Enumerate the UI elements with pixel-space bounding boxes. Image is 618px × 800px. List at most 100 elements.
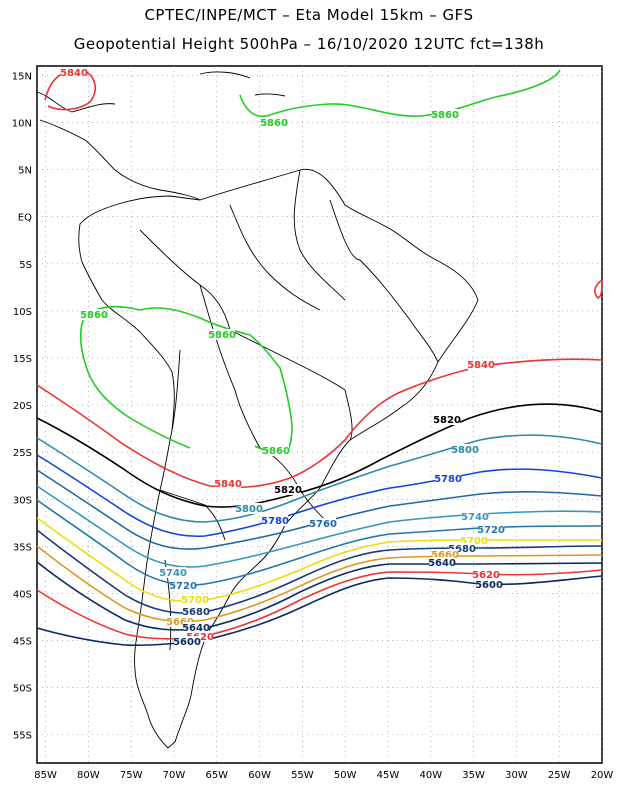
contour-label: 5800 [451, 445, 479, 456]
contour-5840 [44, 69, 96, 111]
contour-label: 5620 [186, 632, 214, 643]
border-10 [329, 199, 361, 261]
lon-tick-label: 65W [205, 770, 228, 781]
lat-tick-label: 10N [12, 119, 32, 130]
contour-label: 5840 [214, 479, 242, 490]
contour-label-background [432, 109, 458, 120]
caribbean-island [199, 71, 251, 79]
south-america-coast [78, 168, 479, 749]
lat-tick-label: 5S [19, 260, 32, 271]
lat-tick-label: 35S [13, 542, 32, 553]
lat-tick-label: 20S [13, 401, 32, 412]
contour-label-background [310, 518, 336, 529]
central-america-north [36, 91, 116, 113]
map-subtitle: Geopotential Height 500hPa – 16/10/2020 … [73, 35, 545, 53]
lon-tick-label: 75W [120, 770, 143, 781]
contour-5660 [36, 545, 603, 623]
graticule: 15N 10N 5N EQ 5S 10S 15S 20S 25S 30S 35S 40S 45S 50S 5… [12, 66, 614, 781]
contour-label-background [478, 524, 504, 535]
contour-label: 5740 [461, 512, 489, 523]
contour-5860 [239, 69, 561, 117]
contour-label: 5680 [182, 607, 210, 618]
border-9 [359, 259, 439, 363]
contour-5800 [36, 434, 603, 523]
contour-label: 5720 [477, 525, 505, 536]
contour-5640 [36, 561, 603, 631]
contour-label: 5820 [274, 485, 302, 496]
lon-tick-label: 60W [248, 770, 271, 781]
contour-label-background [261, 117, 287, 128]
border-11 [159, 489, 226, 541]
contour-label: 5740 [159, 568, 187, 579]
lon-tick-label: 70W [163, 770, 186, 781]
contour-label-background [160, 567, 186, 578]
contour-label-background [236, 503, 262, 514]
contour-label-background [434, 414, 460, 425]
contour-label-background [183, 622, 209, 633]
contour-label: 5800 [235, 504, 263, 515]
contour-label: 5840 [467, 360, 495, 371]
contour-label-background [461, 535, 487, 546]
contour-labels: 5860 5860 5860 5860 5860 5840 5840 5840 5820 5820… [60, 67, 505, 648]
central-america-coast [39, 119, 201, 201]
lat-tick-label: 55S [13, 731, 32, 742]
contour-label-background [183, 606, 209, 617]
contour-label: 5860 [208, 330, 236, 341]
contour-label: 5760 [309, 519, 337, 530]
contour-label: 5660 [166, 617, 194, 628]
lon-tick-label: 45W [377, 770, 400, 781]
lon-tick-label: 20W [591, 770, 614, 781]
contour-label: 5860 [260, 118, 288, 129]
contour-label-background [215, 478, 241, 489]
contour-label-background [275, 484, 301, 495]
contour-label: 5720 [169, 581, 197, 592]
contour-label-background [452, 444, 478, 455]
lat-tick-label: 45S [13, 637, 32, 648]
lat-tick-label: 25S [13, 448, 32, 459]
contour-label: 5680 [448, 544, 476, 555]
contour-label: 5780 [434, 474, 462, 485]
border-2 [229, 204, 321, 311]
contour-label-background [435, 473, 461, 484]
contour-label-background [429, 557, 455, 568]
contour-label: 5700 [460, 536, 488, 547]
lat-tick-label: 10S [13, 307, 32, 318]
border-1 [293, 169, 346, 301]
contour-label-background [468, 359, 494, 370]
contour-label: 5600 [173, 637, 201, 648]
lon-tick-label: 25W [548, 770, 571, 781]
contour-label-background [182, 594, 208, 605]
contour-label-background [263, 445, 289, 456]
contour-5760 [36, 469, 603, 550]
lon-tick-label: 50W [334, 770, 357, 781]
contour-label-background [262, 515, 288, 526]
lat-tick-label: 15N [12, 71, 32, 82]
lon-tick-label: 30W [505, 770, 528, 781]
contour-label: 5860 [262, 446, 290, 457]
border-6 [171, 349, 181, 431]
contour-label: 5660 [431, 550, 459, 561]
lon-tick-label: 40W [419, 770, 442, 781]
lat-tick-label: 5N [18, 166, 32, 177]
contour-label: 5640 [428, 558, 456, 569]
border-8 [344, 389, 353, 441]
caribbean-island-2 [254, 93, 286, 97]
contour-label: 5860 [80, 310, 108, 321]
lon-tick-label: 80W [77, 770, 100, 781]
contour-5680 [36, 529, 603, 615]
contour-label-background [81, 309, 107, 320]
contour-5780 [36, 454, 603, 538]
contour-label-background [167, 616, 193, 627]
lat-tick-label: 30S [13, 495, 32, 506]
lat-tick-label: EQ [18, 213, 32, 224]
border-4 [229, 329, 346, 391]
contour-5840 [593, 279, 603, 299]
map-frame [36, 65, 603, 764]
lat-tick-label: 15S [13, 354, 32, 365]
contour-label-background [432, 549, 458, 560]
contour-label: 5600 [475, 580, 503, 591]
contour-label-background [174, 636, 200, 647]
contour-label-background [462, 511, 488, 522]
contour-label-background [209, 329, 235, 340]
